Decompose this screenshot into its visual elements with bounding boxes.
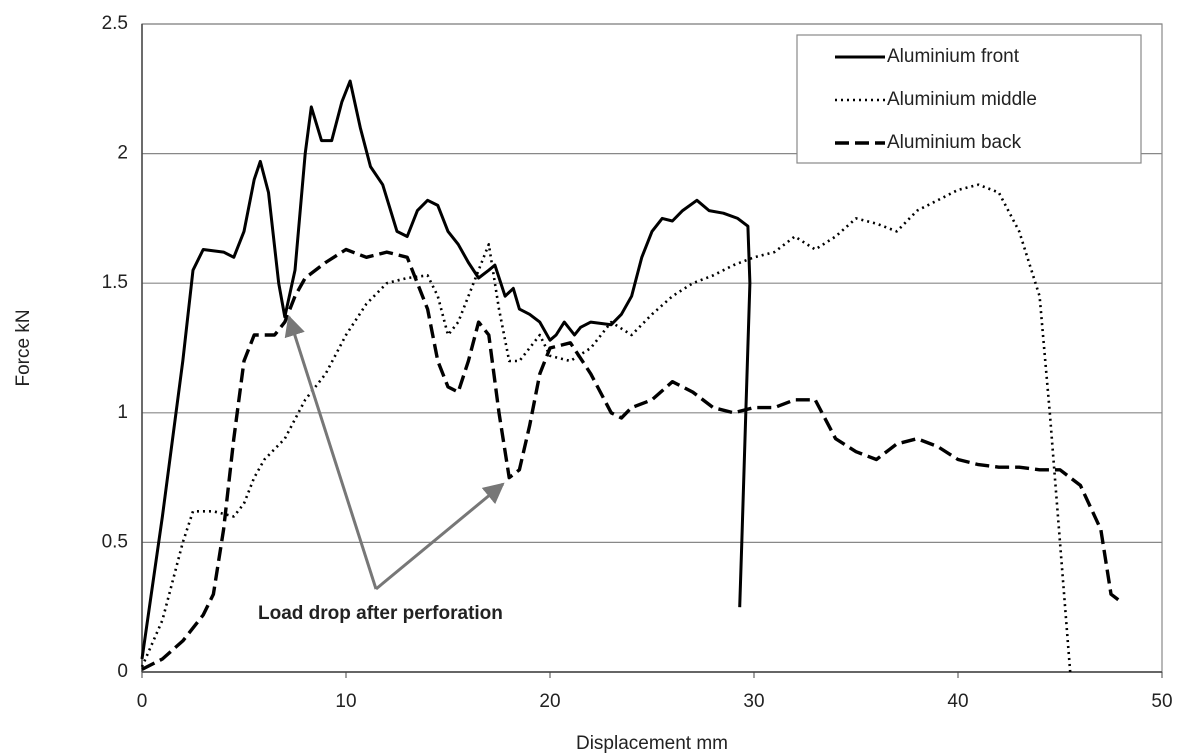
y-axis-title: Force kN — [13, 309, 34, 386]
y-tick-label: 0 — [117, 661, 128, 682]
x-axis-title: Displacement mm — [576, 733, 728, 754]
x-tick-label: 10 — [335, 691, 356, 712]
x-tick-label: 40 — [947, 691, 968, 712]
series-line — [140, 79, 752, 660]
annotation: Load drop after perforation — [258, 603, 503, 624]
x-tick-label: 30 — [743, 691, 764, 712]
legend-label: Aluminium front — [887, 46, 1020, 67]
y-tick-label: 0.5 — [102, 531, 128, 552]
legend-label: Aluminium back — [887, 132, 1022, 153]
x-tick-label: 20 — [539, 691, 560, 712]
x-tick-label: 50 — [1151, 691, 1172, 712]
legend-label: Aluminium middle — [887, 89, 1037, 110]
x-tick-label: 0 — [137, 691, 148, 712]
annotation-arrow — [375, 482, 505, 591]
annotation-arrow — [284, 314, 378, 590]
y-tick-label: 2 — [117, 143, 128, 164]
legend: Aluminium front Aluminium middle Aluminium… — [796, 34, 1142, 164]
y-tick-label: 2.5 — [102, 13, 128, 34]
y-tick-label: 1.5 — [102, 272, 128, 293]
series-line — [140, 183, 1072, 673]
y-tick-label: 1 — [117, 402, 128, 423]
